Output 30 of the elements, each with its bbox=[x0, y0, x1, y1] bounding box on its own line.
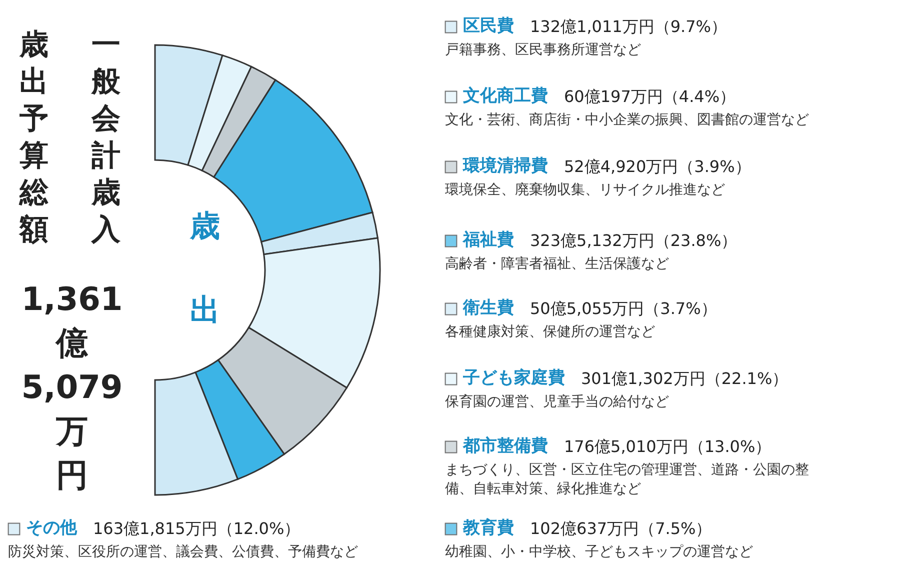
text: 戸籍事務、区民事務所運営など bbox=[445, 42, 641, 58]
text: 防災対策、区役所の運営、議会費、公債費、予備費など bbox=[8, 544, 358, 560]
text: 環境保全、廃棄物収集、リサイクル推進など bbox=[445, 182, 725, 198]
data-label: 176億5,010万円（13.0%） bbox=[564, 437, 772, 456]
data-label: 102億637万円（7.5%） bbox=[530, 519, 712, 538]
legend-label: 区民費 bbox=[463, 16, 514, 36]
text: 歳出 bbox=[190, 209, 220, 328]
data-label: 52億4,920万円（3.9%） bbox=[564, 157, 751, 176]
data-label: 323億5,132万円（23.8%） bbox=[530, 231, 738, 250]
data-label: 132億1,011万円（9.7%） bbox=[530, 17, 727, 36]
text: 各種健康対策、保健所の運営など bbox=[445, 324, 655, 340]
legend-label: 子ども家庭費 bbox=[462, 368, 565, 388]
data-label: 301億1,302万円（22.1%） bbox=[581, 369, 788, 388]
text: 歳出 bbox=[20, 27, 48, 98]
text: 文化・芸術、商店街・中小企業の振興、図書館の運営など bbox=[445, 112, 809, 128]
text: 保育園の運営、児童手当の給付など bbox=[445, 393, 669, 410]
text: 1,361億5,079万円 bbox=[21, 280, 123, 494]
legend-label: その他 bbox=[26, 518, 78, 538]
legend-label: 環境清掃費 bbox=[462, 156, 548, 176]
text: まちづくり、区営・区立住宅の管理運営、道路・公園の整備、自転車対策、緑化推進など bbox=[445, 462, 809, 497]
data-label: 50億5,055万円（3.7%） bbox=[530, 299, 717, 318]
legend-label: 教育費 bbox=[462, 517, 514, 538]
legend-label: 文化商工費 bbox=[462, 86, 548, 106]
legend-label: 福祉費 bbox=[462, 230, 514, 250]
legend-label: 都市整備費 bbox=[462, 436, 548, 456]
legend-label: 衛生費 bbox=[462, 298, 514, 318]
text: 高齢者・障害者福祉、生活保護など bbox=[445, 256, 669, 272]
text: 幼稚園、小・中学校、子どもスキップの運営など bbox=[445, 544, 753, 560]
data-label: 163億1,815万円（12.0%） bbox=[93, 519, 300, 538]
data-label: 60億197万円（4.4%） bbox=[564, 87, 736, 106]
